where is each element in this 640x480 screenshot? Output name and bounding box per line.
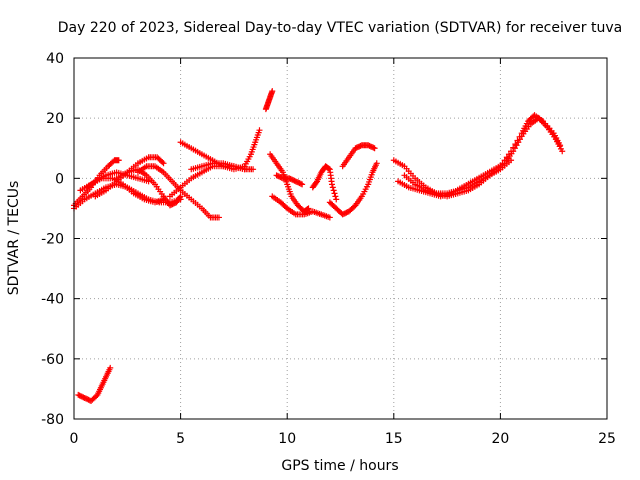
data-point (269, 88, 276, 95)
data-point (371, 145, 378, 152)
data-point (159, 159, 166, 166)
y-tick-label: -40 (41, 292, 64, 308)
series-pass-g (134, 163, 222, 221)
series-pass-l (267, 151, 312, 215)
data-point (313, 179, 320, 186)
data-point (351, 203, 358, 210)
data-point (325, 165, 332, 172)
series-pass-m (269, 193, 333, 221)
data-point (331, 190, 338, 197)
data-point (160, 160, 167, 167)
data-point (511, 145, 518, 152)
series-pass-j (188, 160, 248, 173)
series-pass-n (273, 172, 306, 188)
x-tick-label: 25 (598, 431, 616, 447)
data-point (328, 181, 335, 188)
x-tick-label: 10 (278, 431, 296, 447)
y-tick-label: 0 (55, 171, 64, 187)
data-point (250, 166, 257, 173)
data-point (370, 144, 377, 151)
x-tick-label: 5 (176, 431, 185, 447)
data-point (517, 136, 524, 143)
data-point (176, 194, 183, 201)
data-point (373, 160, 380, 167)
data-point (93, 393, 100, 400)
data-point (508, 157, 515, 164)
data-point (215, 214, 222, 221)
data-point (332, 193, 339, 200)
x-tick-label: 0 (70, 431, 79, 447)
data-point (326, 214, 333, 221)
data-point (330, 187, 337, 194)
axis-ticks (73, 57, 608, 420)
chart-title: Day 220 of 2023, Sidereal Day-to-day VTE… (58, 20, 622, 36)
y-tick-label: 40 (46, 51, 64, 67)
x-axis-label: GPS time / hours (281, 458, 398, 474)
y-tick-labels: -80 -60 -40 -20 0 20 40 (41, 51, 64, 428)
x-tick-labels: 0 5 10 15 20 25 (70, 431, 616, 447)
series-pass-f (113, 166, 184, 209)
data-point (241, 166, 248, 173)
y-tick-label: -20 (41, 232, 64, 248)
data-point (333, 196, 340, 203)
data-points (71, 88, 566, 404)
series-pass-t (401, 157, 515, 197)
data-point (513, 142, 520, 149)
data-point (256, 127, 263, 134)
data-point (329, 184, 336, 191)
y-axis-label: SDTVAR / TECUs (6, 181, 22, 296)
data-point (515, 139, 522, 146)
data-point (107, 364, 114, 371)
x-tick-label: 15 (385, 431, 403, 447)
y-tick-label: 20 (46, 111, 64, 127)
series-pass-k (262, 88, 276, 113)
y-tick-label: -80 (41, 412, 64, 428)
series-pass-p (326, 160, 380, 218)
data-point (305, 205, 312, 212)
y-tick-label: -60 (41, 352, 64, 368)
grid (74, 58, 607, 419)
series-pass-u (75, 364, 114, 404)
data-point (177, 193, 184, 200)
data-point (297, 180, 304, 187)
data-point (115, 157, 122, 164)
data-point (510, 148, 517, 155)
data-point (299, 181, 306, 188)
series-pass-d (83, 169, 152, 191)
series-pass-q (339, 142, 378, 170)
series-pass-o (309, 163, 340, 203)
data-point (559, 148, 566, 155)
x-tick-label: 20 (491, 431, 509, 447)
